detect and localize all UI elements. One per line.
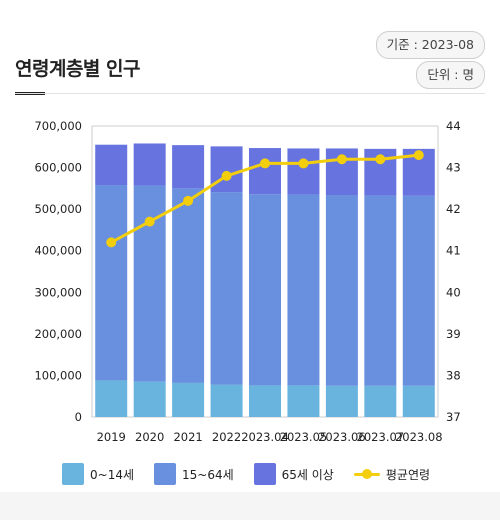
legend-label-age-0-14: 0~14세 [90,467,134,482]
legend-label-age-65-plus: 65세 이상 [281,467,334,482]
bar-segment-age-0-14 [133,381,166,417]
y-left-tick-label: 0 [75,410,82,424]
average-age-point [221,170,232,181]
y-left-tick-label: 300,000 [34,285,82,299]
y-right-tick-label: 38 [446,368,461,382]
bar-segment-age-65-plus [172,145,205,189]
legend-item-age-15-64: 15~64세 [154,463,234,485]
legend-label-average-age: 평균연령 [385,467,431,482]
y-left-tick-label: 400,000 [34,244,82,258]
legend-swatch-age-65-plus [253,463,276,485]
average-age-point [336,154,347,165]
bar-segment-age-0-14 [249,385,281,417]
y-left-tick-label: 600,000 [34,161,82,175]
bar-segment-age-65-plus [210,146,243,193]
bar-segment-age-15-64 [210,192,243,385]
page-title: 연령계층별 인구 [15,58,140,80]
average-age-point [144,216,155,227]
bar-segment-age-15-64 [364,195,397,386]
bar-segment-age-65-plus [95,144,128,186]
average-age-point [413,150,424,161]
bar-segment-age-65-plus [133,143,166,186]
x-tick-label: 2023.06 [318,430,366,444]
y-right-tick-label: 44 [446,119,461,133]
y-right-tick-label: 42 [446,202,461,216]
legend-swatch-age-0-14 [62,463,84,485]
bar-segment-age-0-14 [172,382,205,417]
legend-item-age-0-14: 0~14세 [62,463,134,485]
reference-date-badge: 기준 : 2023-08 [375,31,485,59]
legend-label-age-15-64: 15~64세 [182,467,234,482]
average-age-point [106,237,117,248]
x-tick-label: 2020 [135,430,164,444]
legend-item-average-age: 평균연령 [353,463,431,485]
legend-item-age-65-plus: 65세 이상 [253,463,334,485]
average-age-point [298,158,309,169]
y-right-tick-label: 40 [446,285,461,299]
bar-segment-age-15-64 [325,195,358,386]
average-age-point [260,158,270,169]
bar-segment-age-0-14 [364,385,397,417]
bar-segment-age-15-64 [402,195,435,386]
header-divider [15,93,485,94]
x-tick-label: 2021 [173,430,202,444]
bar-segment-age-0-14 [325,385,358,417]
x-tick-label: 2019 [97,430,126,444]
legend-swatch-age-15-64 [154,463,176,485]
x-tick-label: 2023.08 [395,430,443,444]
bar-segment-age-65-plus [287,148,320,195]
bar-segment-age-15-64 [95,185,128,381]
chart-legend: 0~14세 15~64세 65세 이상 평균연령 [62,463,450,485]
y-right-tick-label: 37 [446,410,461,424]
y-right-tick-label: 41 [446,244,461,258]
bar-segment-age-15-64 [249,194,281,386]
y-right-tick-label: 43 [446,161,461,175]
bar-segment-age-0-14 [402,385,435,417]
y-left-tick-label: 200,000 [34,327,82,341]
average-age-point [183,195,194,206]
average-age-point [375,154,386,165]
unit-badge: 단위 : 명 [416,61,485,89]
x-tick-label: 2023.07 [357,430,405,444]
bar-segment-age-15-64 [172,188,205,383]
bar-segment-age-0-14 [95,380,128,417]
y-left-tick-label: 700,000 [34,119,82,133]
bar-segment-age-65-plus [249,148,281,195]
x-tick-label: 2023.04 [241,430,289,444]
y-left-tick-label: 500,000 [34,202,82,216]
y-right-tick-label: 39 [446,327,461,341]
y-left-tick-label: 100,000 [34,368,82,382]
bar-segment-age-15-64 [287,194,320,386]
legend-swatch-average-age [353,463,380,485]
bar-segment-age-0-14 [210,384,243,417]
bar-segment-age-0-14 [287,385,320,417]
population-chart: 0 100,000 200,000 300,000 400,000 500,000 600,… [34,119,461,444]
footer-band [0,492,500,520]
x-tick-label: 2023.05 [280,430,328,444]
x-tick-label: 2022 [212,430,241,444]
